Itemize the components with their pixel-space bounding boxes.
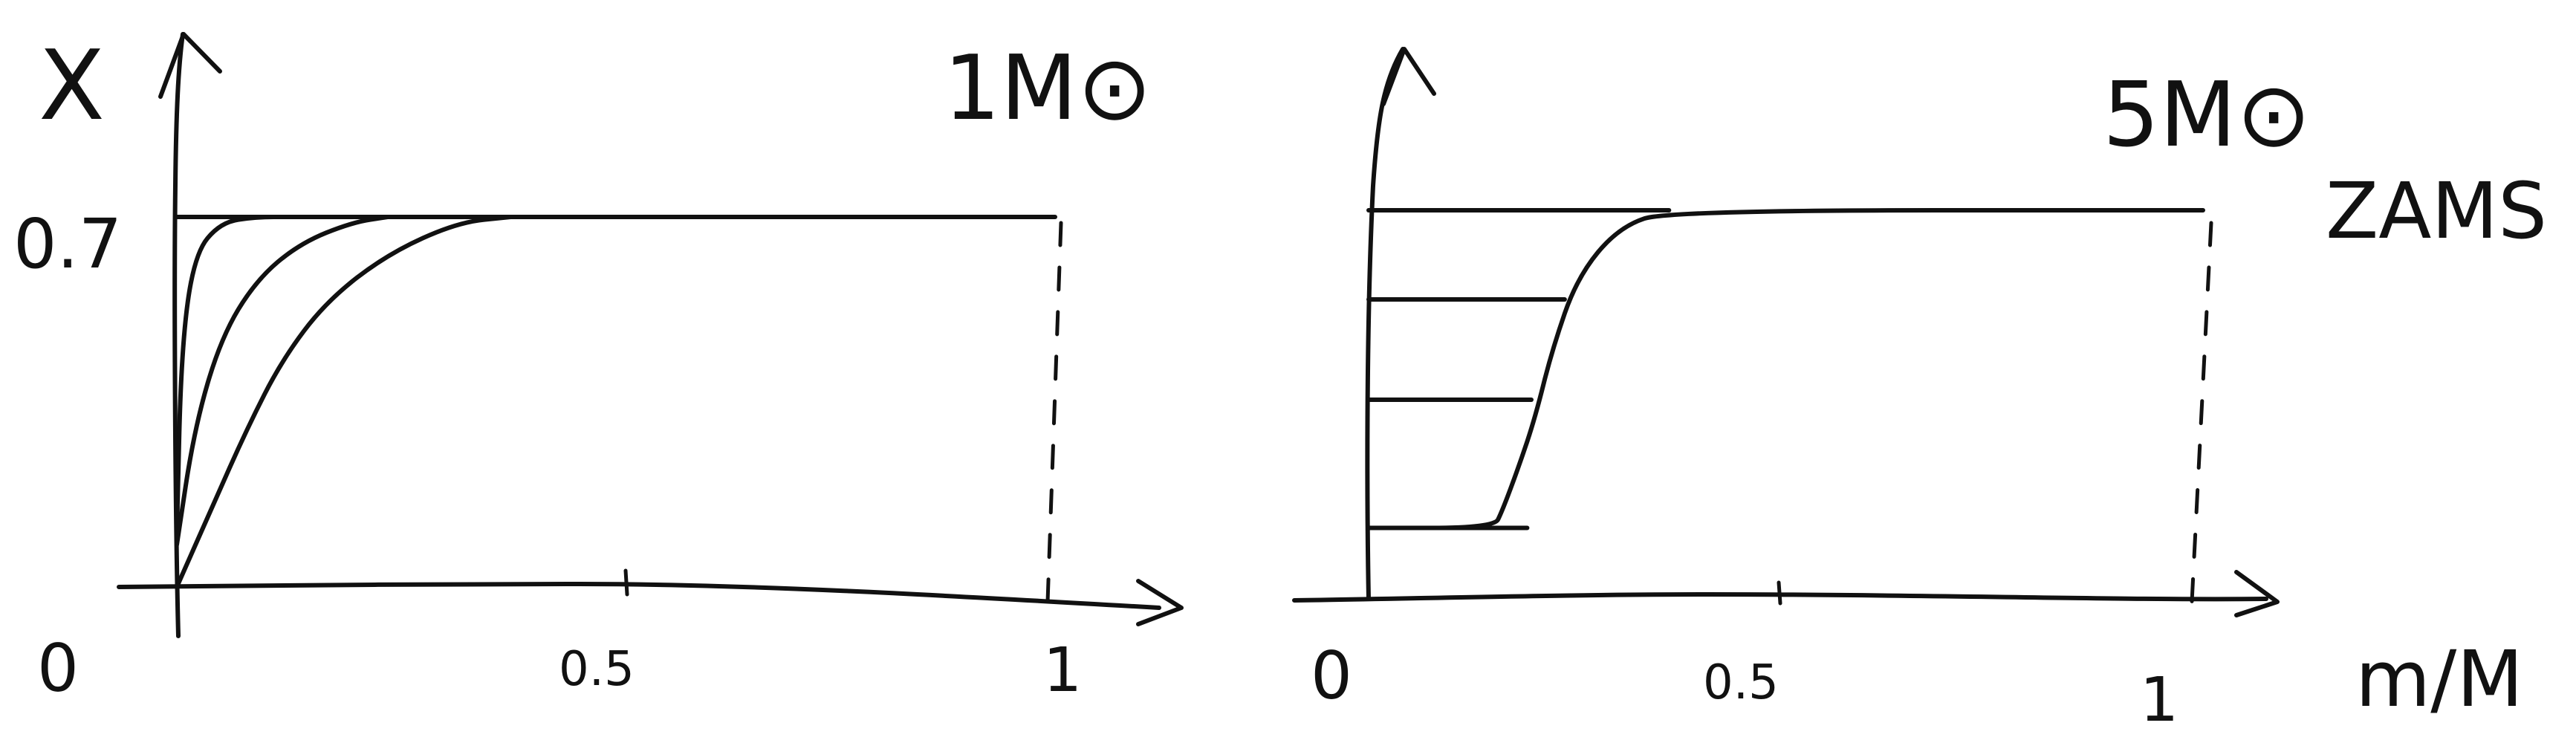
left-x-one-dashed-line: [1045, 221, 1063, 604]
left-y-axis-label: X: [39, 29, 105, 142]
right-x-axis-label: m/M: [2355, 634, 2523, 724]
left-x-mid-label: 0.5: [559, 642, 635, 697]
left-x-mid-tick: [623, 568, 629, 597]
right-zams-label: ZAMS: [2326, 166, 2547, 256]
right-y-arrowhead: [1381, 47, 1436, 106]
right-x-mid-tick: [1777, 580, 1782, 606]
left-series-3-line: [175, 215, 513, 589]
right-mass-label: 5M⊙: [2103, 64, 2311, 167]
right-series-1-line: [1366, 208, 2205, 531]
left-x-arrowhead: [1136, 579, 1184, 626]
left-x-axis: [117, 582, 1161, 610]
right-x-one-dashed-line: [2190, 221, 2213, 604]
left-plot-curves: [175, 214, 1057, 589]
left-y-arrowhead: [158, 32, 222, 99]
right-x-end-label: 1: [2140, 665, 2178, 736]
right-x-origin-label: 0: [1311, 637, 1352, 714]
panel-right: 0 0.5 1 5M⊙ ZAMS m/M: [1292, 47, 2547, 736]
panel-left: X 0.7 0 0.5 1 1M⊙: [13, 29, 1184, 707]
right-x-axis: [1292, 592, 2268, 603]
left-series-2-line: [175, 215, 390, 548]
right-plot-curves: [1366, 208, 2205, 531]
right-x-arrowhead: [2234, 570, 2280, 617]
left-x-end-label: 1: [1043, 635, 1082, 706]
right-x-mid-label: 0.5: [1703, 655, 1779, 710]
left-y-tick-label: 0.7: [13, 204, 122, 284]
left-x-origin-label: 0: [37, 630, 79, 707]
left-series-1-line: [175, 215, 293, 536]
right-y-axis: [1365, 47, 1405, 601]
left-mass-label: 1M⊙: [944, 37, 1152, 140]
